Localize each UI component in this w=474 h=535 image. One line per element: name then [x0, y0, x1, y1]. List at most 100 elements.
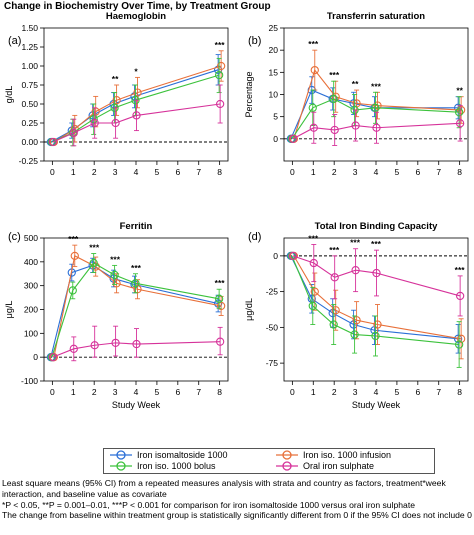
series-4	[288, 105, 465, 146]
x-tick-label: 8	[457, 167, 462, 177]
y-tick-label: 15	[269, 67, 279, 77]
data-point	[331, 306, 340, 315]
footnote-line: *P < 0.05, **P = 0.001–0.01, ***P < 0.00…	[2, 499, 415, 510]
x-tick-label: 6	[175, 167, 180, 177]
x-tick-label: 3	[113, 387, 118, 397]
series-3	[287, 80, 464, 143]
data-point	[90, 341, 99, 350]
series-3	[47, 253, 224, 362]
data-point	[131, 96, 140, 105]
x-tick-label: 1	[311, 387, 316, 397]
x-tick-label: 3	[113, 167, 118, 177]
x-tick-label: 1	[71, 167, 76, 177]
series-2	[49, 50, 226, 147]
data-point	[350, 105, 359, 115]
data-point	[456, 334, 466, 343]
data-point	[48, 353, 58, 362]
y-axis-label: μg/dL	[244, 298, 254, 321]
footnote: Least square means (95% CI) from a repea…	[2, 478, 472, 521]
data-point	[309, 258, 318, 268]
panel-title: Haemoglobin	[106, 11, 166, 22]
data-point	[89, 258, 98, 268]
x-tick-label: 6	[415, 387, 420, 397]
chart-panel-1: (a) Haemoglobin -0.25 0.00 0.25 0.50 0.75 1.00 1…	[4, 11, 229, 177]
x-axis-label: Study Week	[352, 400, 401, 410]
series-4	[48, 84, 225, 147]
x-tick-label: 8	[217, 167, 222, 177]
data-point	[372, 123, 381, 132]
series-line	[53, 255, 222, 358]
panel-title: Transferrin saturation	[327, 11, 425, 22]
series-2	[289, 49, 466, 143]
footnote-line: The change from baseline within treatmen…	[2, 510, 472, 521]
data-point	[112, 279, 121, 288]
significance-marker: ***	[110, 254, 121, 264]
data-point	[456, 105, 466, 115]
data-point	[216, 61, 226, 71]
significance-marker: ***	[68, 234, 79, 244]
data-point	[351, 121, 360, 130]
y-axis-label: g/dL	[4, 86, 14, 104]
x-tick-label: 5	[395, 387, 400, 397]
data-point	[308, 103, 317, 112]
y-tick-label: 1.25	[21, 42, 38, 52]
significance-marker: ***	[329, 245, 340, 255]
plot-frame	[43, 27, 229, 162]
series-line	[290, 89, 459, 140]
data-point	[373, 101, 382, 110]
x-tick-label: 1	[71, 387, 76, 397]
y-tick-label: -100	[21, 376, 38, 386]
data-point	[310, 287, 319, 296]
data-point	[454, 108, 464, 117]
x-tick-label: 6	[175, 387, 180, 397]
data-point	[131, 279, 140, 288]
x-tick-label: 0	[290, 387, 295, 397]
data-point	[133, 88, 142, 97]
y-tick-label: 300	[24, 281, 38, 291]
figure-title: Change in Biochemistry Over Time, by Tre…	[4, 1, 271, 12]
x-tick-label: 2	[332, 387, 337, 397]
data-point	[372, 268, 381, 278]
y-axis-label: Percentage	[244, 71, 254, 117]
data-point	[330, 273, 339, 282]
y-tick-label: 1.50	[21, 23, 38, 33]
x-tick-label: 8	[457, 387, 462, 397]
significance-marker: ***	[215, 40, 226, 50]
data-point	[288, 251, 298, 261]
series-4	[48, 325, 225, 362]
data-point	[373, 320, 382, 329]
data-point	[89, 115, 98, 124]
x-tick-label: 4	[134, 167, 139, 177]
data-point	[455, 291, 465, 301]
data-point	[308, 301, 317, 311]
data-point	[453, 334, 463, 343]
data-point	[68, 286, 77, 295]
data-point	[214, 294, 224, 303]
significance-marker: ***	[308, 233, 319, 243]
data-point	[371, 103, 380, 112]
x-tick-label: 5	[395, 167, 400, 177]
x-tick-label: 6	[415, 167, 420, 177]
data-point	[132, 111, 141, 120]
significance-marker: **	[112, 74, 119, 84]
panel-label: (d)	[248, 231, 261, 243]
data-point	[110, 270, 119, 280]
y-tick-label: 0.50	[21, 99, 38, 109]
data-point	[288, 134, 298, 143]
legend-marker-icon	[110, 450, 132, 460]
significance-marker: ***	[350, 238, 361, 248]
panel-title: Ferritin	[120, 221, 153, 232]
series-line	[293, 68, 462, 139]
chart-panel-4: (d) Total Iron Binding Capacity -75 -50 -25 0…	[244, 221, 469, 410]
data-point	[111, 338, 120, 348]
chart-figure: (a) Haemoglobin -0.25 0.00 0.25 0.50 0.75 1.00 1…	[4, 11, 469, 410]
significance-marker: ***	[371, 81, 382, 91]
y-tick-label: -75	[266, 358, 279, 368]
y-tick-label: 400	[24, 257, 38, 267]
series-line	[291, 98, 460, 140]
data-point	[90, 118, 99, 128]
data-point	[48, 137, 58, 147]
legend-item-bolus: Iron iso. 1000 bolus	[110, 461, 216, 471]
x-tick-label: 2	[92, 167, 97, 177]
legend-label: Oral iron sulphate	[303, 461, 375, 471]
